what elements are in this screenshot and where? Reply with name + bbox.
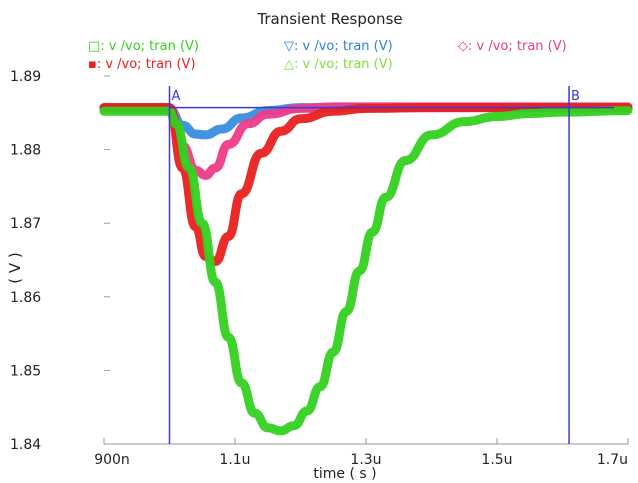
legend-marker: ▪:	[88, 57, 105, 72]
x-axis-ticks: 900n 1.1u 1.3u 1.5u 1.7u	[94, 438, 629, 468]
legend-marker: ◇:	[458, 39, 477, 54]
cursor-a-label: A	[172, 89, 181, 104]
legend-label: v /vo; tran (V)	[105, 57, 195, 72]
y-axis-ticks: 1.89 1.88 1.87 1.86 1.85 1.84	[10, 69, 110, 453]
legend-marker: □:	[88, 39, 109, 54]
legend: □: v /vo; tran (V) ▽: v /vo; tran (V) ◇: v…	[88, 39, 567, 72]
series-line-4	[99, 106, 633, 436]
y-tick-label: 1.85	[10, 363, 41, 379]
legend-marker: △:	[284, 57, 303, 72]
x-tick-label: 1.5u	[481, 452, 512, 468]
chart-title: Transient Response	[256, 10, 402, 28]
legend-entry: ▽: v /vo; tran (V)	[284, 39, 393, 54]
y-axis-label: ( V )	[6, 252, 24, 284]
legend-entry: △: v /vo; tran (V)	[284, 57, 393, 72]
cursor-b-label: B	[571, 89, 580, 104]
plot-area: 1.89 1.88 1.87 1.86 1.85 1.84 900n 1.1u 1.3u 1.5…	[10, 69, 633, 468]
y-tick-label: 1.89	[10, 69, 41, 85]
legend-entry: ◇: v /vo; tran (V)	[458, 39, 567, 54]
x-axis-label: time ( s )	[313, 466, 376, 482]
legend-entry: □: v /vo; tran (V)	[88, 39, 199, 54]
x-tick-label: 1.7u	[597, 452, 628, 468]
x-tick-label: 1.3u	[350, 452, 381, 468]
x-tick-label: 900n	[94, 452, 130, 468]
x-tick-label: 1.1u	[219, 452, 250, 468]
y-tick-label: 1.84	[10, 437, 41, 453]
legend-marker: ▽:	[284, 39, 303, 54]
y-tick-label: 1.87	[10, 216, 41, 232]
legend-label: v /vo; tran (V)	[109, 39, 199, 54]
y-tick-label: 1.86	[10, 290, 41, 306]
legend-entry: ▪: v /vo; tran (V)	[88, 57, 196, 72]
y-tick-label: 1.88	[10, 143, 41, 159]
legend-label: v /vo; tran (V)	[303, 57, 393, 72]
legend-label: v /vo; tran (V)	[303, 39, 393, 54]
legend-label: v /vo; tran (V)	[477, 39, 567, 54]
